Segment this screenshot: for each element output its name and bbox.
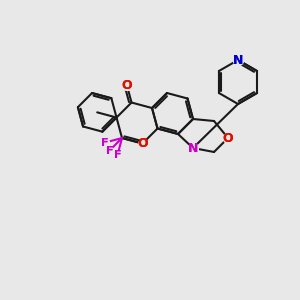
Text: O: O [137,137,148,150]
Text: F: F [106,146,113,156]
Text: F: F [114,150,121,161]
Text: N: N [233,53,243,67]
Text: F: F [106,146,113,156]
Text: O: O [137,137,148,150]
Text: O: O [223,131,233,145]
Text: O: O [122,79,132,92]
Text: F: F [101,138,108,148]
Text: N: N [233,53,243,67]
Text: O: O [122,79,132,92]
Text: O: O [223,131,233,145]
Text: F: F [101,138,108,148]
Text: N: N [188,142,198,154]
Text: N: N [188,142,198,154]
Text: F: F [114,150,121,161]
